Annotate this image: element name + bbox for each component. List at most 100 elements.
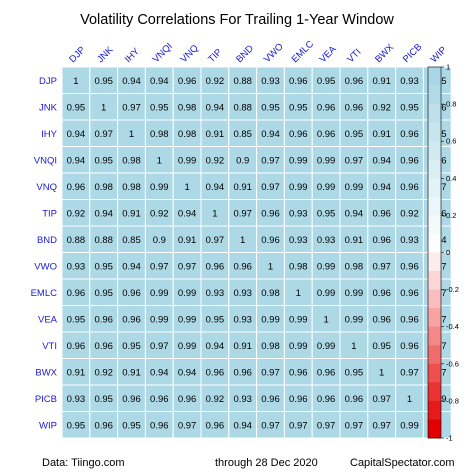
cell-value: 0.95 — [150, 102, 169, 113]
heatmap-cell — [311, 252, 341, 280]
cell-value: 0.99 — [150, 314, 169, 325]
cell-value: 0.94 — [261, 129, 280, 140]
heatmap-cell — [172, 93, 202, 121]
cell-value: 0.99 — [345, 288, 364, 299]
heatmap-cell — [172, 199, 202, 227]
heatmap-cell — [172, 278, 202, 306]
cell-value: 0.95 — [122, 420, 141, 431]
column-label: VNQ — [178, 43, 200, 65]
cell-value: 0.97 — [206, 235, 225, 246]
cell-value: 0.9 — [236, 155, 249, 166]
cell-value: 0.96 — [400, 261, 419, 272]
cell-value: 0.96 — [122, 314, 141, 325]
cell-value: 0.94 — [67, 129, 86, 140]
cell-value: 1 — [351, 341, 356, 352]
row-label: EMLC — [31, 288, 58, 299]
scale-tick-label: 0 — [446, 248, 450, 257]
heatmap-cell — [228, 225, 258, 253]
cell-value: 0.9 — [153, 235, 166, 246]
scale-tick-label: 0.8 — [446, 100, 456, 109]
cell-value: 0.93 — [400, 76, 419, 87]
cell-value: 0.96 — [345, 102, 364, 113]
heatmap-cell — [256, 358, 285, 386]
cell-value: 0.96 — [317, 394, 336, 405]
heatmap-cell — [367, 331, 397, 359]
cell-value: 0.96 — [345, 394, 364, 405]
heatmap-cell — [117, 411, 146, 439]
cell-value: 0.95 — [67, 102, 86, 113]
cell-value: 0.99 — [289, 314, 308, 325]
column-labels: DJP JNK IHY VNQI VNQ TIP BND VWO EMLC VEA VTI BWX PI… — [67, 39, 449, 66]
footer-date: through 28 Dec 2020 — [215, 457, 318, 469]
row-label: DJP — [39, 76, 57, 87]
cell-value: 0.92 — [206, 155, 225, 166]
cell-value: 0.95 — [345, 367, 364, 378]
cell-value: 1 — [184, 182, 189, 193]
cell-value: 0.93 — [67, 261, 86, 272]
footer-source: Data: Tiingo.com — [42, 457, 125, 469]
heatmap-cell — [61, 66, 91, 94]
cell-value: 0.97 — [400, 367, 419, 378]
cell-value: 0.95 — [400, 102, 419, 113]
cell-value: 0.92 — [150, 208, 169, 219]
cell-value: 0.94 — [122, 261, 141, 272]
heatmap-cell — [311, 172, 341, 200]
row-label: PICB — [35, 394, 57, 405]
heatmap-cell — [283, 384, 313, 412]
cell-value: 0.92 — [400, 208, 419, 219]
cell-value: 0.99 — [317, 261, 336, 272]
heatmap-cell — [172, 331, 202, 359]
heatmap-cell — [89, 252, 119, 280]
cell-value: 0.99 — [178, 155, 197, 166]
cell-value: 0.96 — [317, 102, 336, 113]
heatmap-cell — [256, 66, 285, 94]
cell-value: 0.99 — [400, 420, 419, 431]
heatmap-cell — [367, 252, 397, 280]
scale-segment — [428, 196, 441, 216]
heatmap-cell — [228, 358, 258, 386]
heatmap-cell — [61, 384, 91, 412]
cell-value: 0.97 — [261, 367, 280, 378]
cell-value: 0.94 — [206, 182, 225, 193]
heatmap-cell — [367, 66, 397, 94]
cell-value: 0.97 — [372, 261, 391, 272]
cell-value: 0.99 — [261, 314, 280, 325]
color-scale-bar: 1 0.8 0.6 0.4 0.2 0 -0.2 -0.4 -0.6 -0.8 -1 — [427, 63, 459, 443]
cell-value: 0.99 — [178, 341, 197, 352]
cell-value: 0.94 — [122, 76, 141, 87]
cell-value: 0.97 — [261, 420, 280, 431]
cell-value: 0.91 — [372, 129, 391, 140]
cell-value: 0.95 — [67, 314, 86, 325]
scale-segment — [428, 67, 441, 86]
cell-value: 0.96 — [67, 182, 86, 193]
cell-value: 0.95 — [345, 129, 364, 140]
cell-value: 0.98 — [94, 182, 113, 193]
cell-value: 0.88 — [94, 235, 113, 246]
cell-value: 0.98 — [345, 261, 364, 272]
heatmap-cell — [172, 358, 202, 386]
cell-value: 0.85 — [122, 235, 141, 246]
cell-value: 0.96 — [400, 314, 419, 325]
column-label: JNK — [95, 44, 116, 65]
cell-value: 0.96 — [150, 420, 169, 431]
heatmap-cell — [228, 305, 258, 333]
row-label: BWX — [35, 367, 57, 378]
scale-segment — [428, 382, 441, 402]
cell-value: 0.91 — [67, 367, 86, 378]
cell-value: 0.96 — [122, 288, 141, 299]
cell-value: 0.94 — [150, 76, 169, 87]
cell-value: 0.97 — [372, 420, 391, 431]
heatmap-cell — [367, 411, 397, 439]
cell-value: 0.95 — [94, 394, 113, 405]
cell-value: 1 — [101, 102, 106, 113]
heatmap-cell — [339, 146, 369, 174]
cell-value: 0.93 — [233, 288, 252, 299]
cell-value: 1 — [73, 76, 78, 87]
cell-value: 0.96 — [178, 394, 197, 405]
heatmap-cell — [89, 172, 119, 200]
heatmap-cell — [61, 331, 91, 359]
heatmap-cell — [172, 172, 202, 200]
cell-value: 0.91 — [206, 129, 225, 140]
cell-value: 0.93 — [233, 394, 252, 405]
row-labels: DJP JNK IHY VNQI VNQ TIP BND VWO EMLC VEA VTI BWX PI… — [31, 76, 58, 432]
